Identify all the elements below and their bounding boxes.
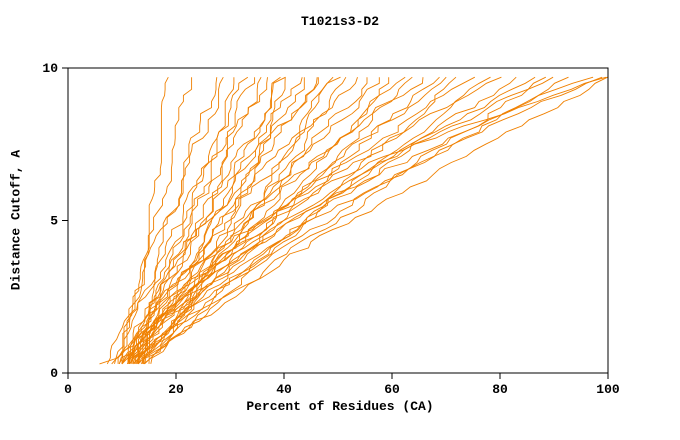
curve-line [132,76,476,364]
curve-line [137,76,440,365]
curve-line [132,76,536,365]
x-tick-label: 0 [64,382,72,397]
curve-line [142,76,517,364]
curve-line [127,76,447,364]
curve-line [144,76,457,365]
curve-line [121,77,319,365]
curve-line [134,76,413,364]
curve-line [118,77,268,365]
y-axis-label: Distance Cutoff, A [8,149,24,291]
y-tick-label: 0 [50,366,58,381]
curve-line [144,76,347,364]
curve-line [126,77,390,365]
x-tick-label: 40 [276,382,292,397]
curve-line [143,77,286,364]
chart-title: T1021s3-D2 [300,14,379,29]
x-tick-label: 100 [596,382,620,397]
curve-line [136,76,262,365]
curve-line [99,76,169,365]
curve-line [111,77,256,365]
curve-line [137,76,569,365]
x-tick-label: 80 [492,382,508,397]
curve-line [150,76,491,364]
curve-line [127,76,502,365]
y-tick-label: 5 [50,214,58,229]
x-axis-label: Percent of Residues (CA) [246,399,434,414]
curve-line [134,77,358,365]
curve-line [137,77,380,364]
curve-line [130,76,608,365]
curve-line [130,77,303,364]
curve-line [118,77,305,365]
curve-line [121,76,603,365]
x-tick-label: 60 [384,382,400,397]
curve-line [117,77,218,364]
curve-line [121,77,424,365]
curve-line [129,76,249,364]
x-tick-label: 20 [168,382,184,397]
y-tick-label: 10 [42,61,58,76]
curve-line [128,77,368,365]
curve-line [148,76,607,364]
curve-line [106,76,224,365]
curve-line [135,76,594,365]
